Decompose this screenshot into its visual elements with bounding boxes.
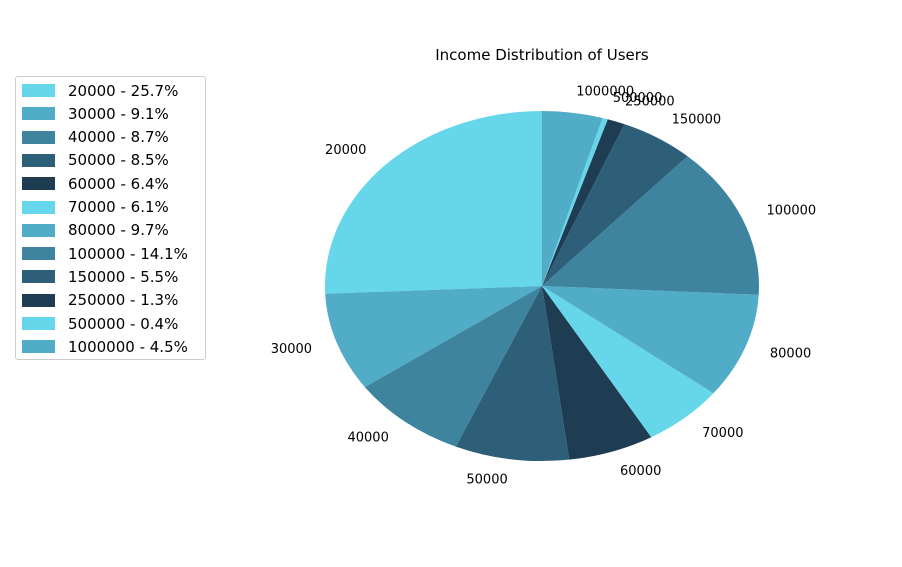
legend-label: 20000 - 25.7% [68,81,179,100]
pie-slice-60000 [542,286,652,460]
legend-swatch [22,153,55,167]
legend-swatch [22,270,55,284]
legend-label: 70000 - 6.1% [68,198,169,216]
slice-label-80000: 80000 [770,347,811,362]
legend-swatch [22,84,55,97]
legend-swatch [22,340,55,354]
legend-label: 1000000 - 4.5% [68,337,188,356]
pie-slice-80000 [542,286,759,394]
slice-label-150000: 150000 [672,113,722,128]
legend: 20000 - 25.7% 30000 - 9.1% 40000 - 8.7% 500… [15,76,206,360]
slice-label-100000: 100000 [767,203,817,218]
pie-slice-30000 [325,286,542,388]
slice-label-250000: 250000 [625,94,675,109]
legend-swatch [22,317,55,330]
legend-swatch [22,200,55,214]
slice-label-1000000: 1000000 [576,84,634,99]
pie-slice-500000 [542,117,608,286]
pie-slice-70000 [542,286,714,438]
legend-item: 1000000 - 4.5% [22,335,188,358]
legend-label: 40000 - 8.7% [68,128,169,147]
slice-label-70000: 70000 [702,426,743,441]
legend-item: 250000 - 1.3% [22,289,178,312]
pie-slice-100000 [542,156,760,295]
legend-label: 50000 - 8.5% [68,151,169,170]
slice-label-50000: 50000 [466,473,507,488]
legend-item: 100000 - 14.1% [22,242,188,265]
legend-label: 100000 - 14.1% [68,244,188,263]
legend-label: 80000 - 9.7% [68,221,169,240]
slice-label-40000: 40000 [347,431,388,446]
legend-item: 30000 - 9.1% [22,102,169,125]
pie-slice-50000 [455,286,570,462]
pie-slice-20000 [325,111,542,294]
legend-label: 150000 - 5.5% [68,267,179,286]
slice-label-60000: 60000 [620,464,661,479]
slice-label-500000: 500000 [613,91,663,106]
legend-swatch [22,293,55,307]
slice-label-30000: 30000 [271,342,312,357]
legend-label: 250000 - 1.3% [68,291,179,310]
chart-title: Income Distribution of Users [435,46,649,64]
legend-swatch [22,130,55,144]
legend-swatch [22,107,55,121]
legend-swatch [22,247,55,261]
legend-item: 150000 - 5.5% [22,265,178,288]
legend-item: 60000 - 6.4% [22,172,169,195]
legend-item: 70000 - 6.1% [22,196,169,219]
legend-label: 500000 - 0.4% [68,314,179,333]
legend-label: 60000 - 6.4% [68,174,169,193]
legend-swatch [22,177,55,191]
pie-slice-150000 [542,124,688,286]
pie-slice-40000 [364,286,542,447]
legend-item: 40000 - 8.7% [22,126,169,149]
pie-slice-250000 [542,119,625,286]
legend-label: 30000 - 9.1% [68,104,169,123]
legend-item: 50000 - 8.5% [22,149,169,172]
legend-item: 80000 - 9.7% [22,219,169,242]
legend-item: 500000 - 0.4% [22,312,178,335]
slice-label-20000: 20000 [325,143,366,158]
legend-item: 20000 - 25.7% [22,79,178,102]
pie-slice-1000000 [542,111,603,286]
legend-swatch [22,223,55,237]
